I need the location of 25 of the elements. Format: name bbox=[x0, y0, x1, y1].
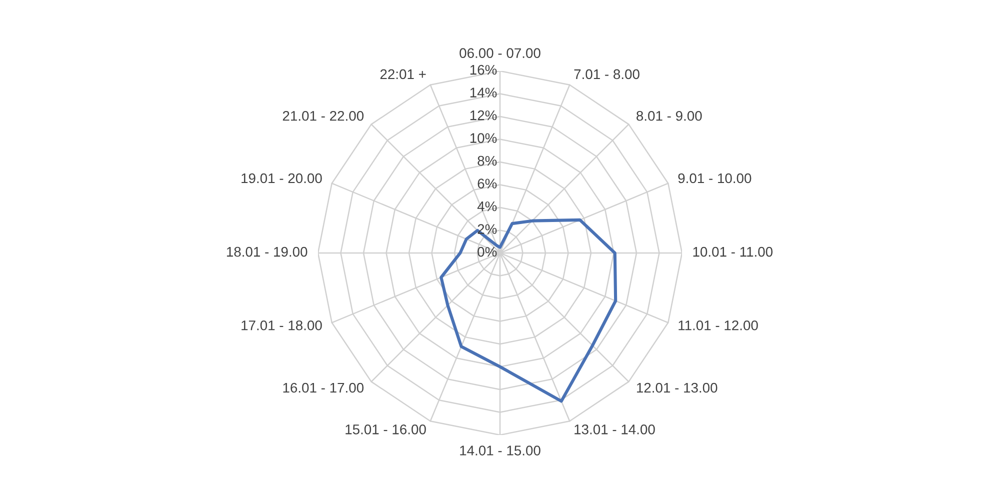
y-tick-label: 16% bbox=[470, 64, 497, 75]
spoke-label: 19.01 - 20.00 bbox=[242, 173, 322, 184]
spoke-label: 11.01 - 12.00 bbox=[678, 320, 758, 330]
spoke-label: 21.01 - 22.00 bbox=[282, 110, 364, 121]
spoke-label: 7.01 - 8.00 bbox=[574, 69, 640, 80]
spoke-label: 13.01 - 14.00 bbox=[574, 424, 655, 434]
spoke-label: 10.01 - 11.00 bbox=[693, 246, 773, 257]
spoke-label: 12.01 - 13.00 bbox=[636, 382, 718, 393]
y-tick-label: 14% bbox=[470, 88, 497, 98]
y-tick-label: 2% bbox=[478, 224, 497, 234]
spoke-label: 18.01 - 19.00 bbox=[226, 246, 308, 257]
spoke-label: 8.01 - 9.00 bbox=[636, 110, 702, 121]
y-tick-label: 0% bbox=[478, 246, 497, 257]
y-tick-label: 10% bbox=[470, 133, 497, 143]
spoke-label: 15.01 - 16.00 bbox=[346, 424, 426, 434]
spoke-label: 22:01 + bbox=[380, 69, 426, 80]
spoke-label: 17.01 - 18.00 bbox=[242, 320, 322, 330]
spoke-label: 06.00 - 07.00 bbox=[460, 48, 540, 58]
y-tick-label: 4% bbox=[477, 201, 497, 212]
y-tick-label: 12% bbox=[470, 110, 497, 120]
spoke-label: 9.01 - 10.00 bbox=[678, 173, 752, 184]
spoke-label: 16.01 - 17.00 bbox=[283, 382, 364, 393]
y-tick-label: 8% bbox=[478, 156, 497, 166]
spoke-label: 14.01 - 15.00 bbox=[460, 446, 540, 456]
y-tick-label: 6% bbox=[478, 178, 497, 188]
